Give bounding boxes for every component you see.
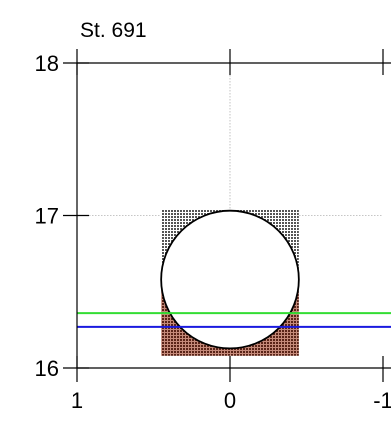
x-tick-label: 1 bbox=[71, 388, 83, 413]
y-tick-label: 17 bbox=[35, 204, 59, 229]
x-tick-label: 0 bbox=[224, 388, 236, 413]
y-tick-label: 16 bbox=[35, 356, 59, 381]
chart-title: St. 691 bbox=[80, 19, 147, 42]
y-tick-label: 18 bbox=[35, 51, 59, 76]
data-box bbox=[160, 209, 300, 356]
reference-lines bbox=[77, 312, 391, 328]
tick-marks: 16 17 18 1 0 -1 bbox=[35, 49, 391, 413]
x-tick-label: -1 bbox=[373, 388, 391, 413]
